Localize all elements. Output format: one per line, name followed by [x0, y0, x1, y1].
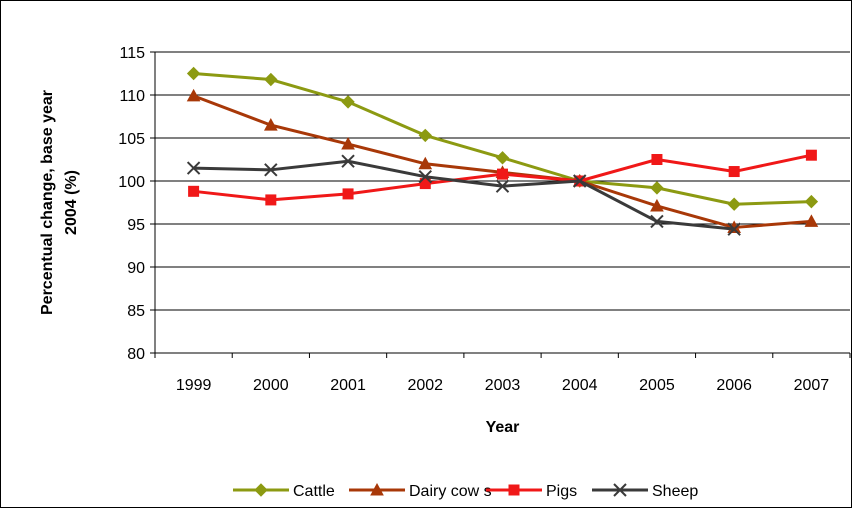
- data-point: [497, 168, 508, 180]
- y-tick-label: 110: [119, 88, 145, 105]
- axes: 80 85 90 95 100 105 110 115 1999 2000 2001 2002 2003…: [118, 45, 851, 394]
- y-tick-label: 100: [118, 174, 145, 191]
- legend-item-2: Pigs: [486, 483, 577, 500]
- marker-stroke: [727, 222, 741, 236]
- data-point: [727, 222, 741, 236]
- data-point: [264, 72, 278, 87]
- x-tick-label: 2001: [330, 377, 366, 394]
- data-point: [418, 128, 432, 143]
- data-point: [650, 214, 664, 229]
- data-point: [804, 194, 819, 209]
- marker-stroke: [264, 163, 278, 177]
- legend-item-0: Cattle: [233, 483, 335, 500]
- data-point: [573, 174, 587, 188]
- data-point: [419, 178, 431, 190]
- legend-label: Dairy cow s: [409, 483, 492, 500]
- y-tick-label: 95: [127, 217, 145, 234]
- marker-stroke: [613, 483, 627, 497]
- series-layer: [186, 66, 819, 236]
- legend: Cattle Dairy cow s Pigs Sheep: [233, 482, 698, 500]
- data-point: [188, 185, 200, 197]
- data-point: [265, 194, 277, 206]
- data-point: [186, 88, 201, 102]
- data-point: [341, 136, 355, 150]
- y-tick-label: 105: [118, 131, 145, 148]
- x-tick-label: 2007: [794, 377, 830, 394]
- y-axis-title-line: Percentual change, base year: [39, 90, 56, 315]
- y-tick-label: 80: [127, 346, 145, 363]
- data-point: [264, 163, 278, 177]
- x-tick-label: 2000: [253, 377, 289, 394]
- y-axis-title-line: 2004 (%): [63, 170, 80, 235]
- data-point: [263, 118, 278, 131]
- gridlines: [155, 51, 850, 354]
- legend-label: Cattle: [293, 483, 335, 500]
- y-tick-label: 85: [127, 303, 145, 320]
- data-point: [728, 166, 740, 178]
- y-tick-label: 115: [119, 45, 145, 62]
- marker-stroke: [341, 154, 355, 168]
- legend-item-1: Dairy cow s: [349, 482, 492, 500]
- x-axis-title: Year: [486, 419, 520, 436]
- series-line: [193, 159, 735, 231]
- data-point: [341, 95, 355, 109]
- legend-marker: [254, 483, 268, 497]
- legend-marker: [370, 482, 384, 496]
- marker-stroke: [495, 179, 510, 193]
- marker-stroke: [650, 214, 664, 229]
- data-point: [418, 169, 432, 184]
- data-point: [495, 179, 510, 193]
- data-point: [805, 149, 817, 161]
- data-point: [804, 214, 819, 227]
- legend-item-3: Sheep: [592, 483, 698, 500]
- x-tick-label: 2002: [407, 377, 443, 394]
- x-tick-label: 1999: [176, 377, 212, 394]
- legend-marker: [613, 483, 627, 497]
- x-tick-label: 2003: [485, 377, 521, 394]
- x-tick-label: 2004: [562, 377, 598, 394]
- data-point: [651, 154, 663, 165]
- x-tick-label: 2005: [639, 377, 675, 394]
- data-point: [727, 197, 741, 211]
- data-point: [342, 188, 354, 200]
- marker-stroke: [186, 161, 201, 175]
- data-point: [650, 198, 664, 212]
- y-tick-label: 90: [127, 260, 145, 277]
- data-point: [341, 154, 355, 168]
- legend-label: Sheep: [652, 483, 698, 500]
- data-point: [495, 151, 510, 165]
- data-point: [186, 66, 201, 81]
- legend-label: Pigs: [546, 483, 577, 500]
- marker-stroke: [573, 174, 587, 188]
- x-tick-label: 2006: [716, 377, 752, 394]
- data-point: [418, 156, 433, 170]
- legend-marker: [508, 484, 520, 496]
- data-point: [650, 181, 664, 195]
- series-3: [186, 154, 741, 236]
- data-point: [186, 161, 201, 175]
- marker-stroke: [418, 169, 432, 184]
